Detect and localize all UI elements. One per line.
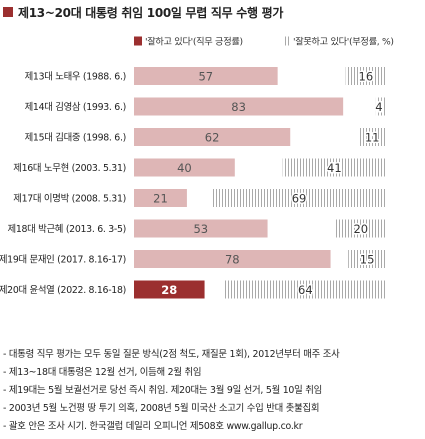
negative-bar <box>335 219 386 238</box>
positive-value-label: 62 <box>205 131 220 145</box>
positive-value-label: 53 <box>193 222 208 236</box>
legend-swatch-negative <box>284 36 290 46</box>
negative-value-label: 16 <box>359 70 374 84</box>
positive-bar <box>134 219 268 238</box>
category-label: 제17대 이명박 (2008. 5.31) <box>13 194 126 205</box>
category-label: 제16대 노무현 (2003. 5.31) <box>13 163 126 174</box>
positive-value-label: 40 <box>177 161 192 175</box>
negative-value-label: 20 <box>353 222 368 236</box>
legend-label-negative: '잘못하고 있다'(부정률, %) <box>293 36 394 48</box>
negative-bar <box>212 189 386 207</box>
positive-value-label: 28 <box>161 283 177 297</box>
category-label: 제14대 김영삼 (1993. 6.) <box>25 101 126 113</box>
positive-bar <box>134 280 205 299</box>
footnote: - 괄호 안은 조사 시기. 한국갤럽 데일리 오피니언 제508호 www.g… <box>3 421 303 432</box>
chart-svg: '잘하고 있다'(직무 긍정률) '잘못하고 있다'(부정률, %) 제13대 노… <box>0 36 394 299</box>
negative-value-label: 11 <box>365 131 380 145</box>
footnote: - 제13~18대 대통령은 12월 선거, 이듬해 2월 취임 <box>3 367 202 378</box>
negative-bar <box>348 250 386 268</box>
negative-bar <box>224 280 386 299</box>
negative-value-label: 69 <box>292 192 307 206</box>
category-label: 제13대 노태우 (1988. 6.) <box>25 72 126 83</box>
chart-title: 제13~20대 대통령 취임 100일 무렵 직무 수행 평가 <box>18 5 284 20</box>
footnote: - 2003년 5월 노건평 땅 투기 의혹, 2008년 5월 미국산 소고기… <box>3 403 320 414</box>
negative-value-label: 4 <box>375 100 382 114</box>
title-row: 제13~20대 대통령 취임 100일 무렵 직무 수행 평가 <box>3 3 283 21</box>
legend-label-positive: '잘하고 있다'(직무 긍정률) <box>145 36 243 48</box>
positive-value-label: 83 <box>231 100 246 114</box>
category-label: 제19대 문재인 (2017. 8.16-17) <box>0 255 126 266</box>
positive-bar <box>134 67 278 85</box>
chart-rows: 제13대 노태우 (1988. 6.) 57 16 제14대 김영삼 (1993. 6… <box>0 67 386 299</box>
positive-value-label: 57 <box>198 70 213 84</box>
positive-bar <box>134 158 235 177</box>
title-marker-icon <box>3 7 13 17</box>
positive-bar <box>134 97 344 116</box>
footnote: - 대통령 직무 평가는 모두 동일 질문 방식(2점 척도, 재질문 1회),… <box>3 349 340 360</box>
footnote: - 제19대는 5월 보궐선거로 당선 즉시 취임. 제20대는 3월 9일 선… <box>3 385 322 396</box>
negative-bar <box>358 128 386 146</box>
negative-bar <box>345 67 386 85</box>
negative-bar <box>282 158 386 177</box>
positive-value-label: 21 <box>153 192 168 206</box>
negative-value-label: 41 <box>327 161 342 175</box>
footnotes: - 대통령 직무 평가는 모두 동일 질문 방식(2점 척도, 재질문 1회),… <box>3 346 423 436</box>
positive-value-label: 78 <box>225 253 240 267</box>
positive-bar <box>134 189 187 207</box>
negative-value-label: 15 <box>360 253 375 267</box>
category-label: 제15대 김대중 (1998. 6.) <box>25 132 126 144</box>
negative-bar <box>375 97 386 116</box>
positive-bar <box>134 250 331 268</box>
category-label: 제18대 박근혜 (2013. 6. 3-5) <box>8 223 127 235</box>
positive-bar <box>134 128 291 146</box>
chart-legend: '잘하고 있다'(직무 긍정률) '잘못하고 있다'(부정률, %) <box>134 36 394 48</box>
legend-swatch-positive <box>134 36 142 46</box>
negative-value-label: 64 <box>298 283 313 297</box>
category-label: 제20대 윤석열 (2022. 8.16-18) <box>0 285 126 296</box>
